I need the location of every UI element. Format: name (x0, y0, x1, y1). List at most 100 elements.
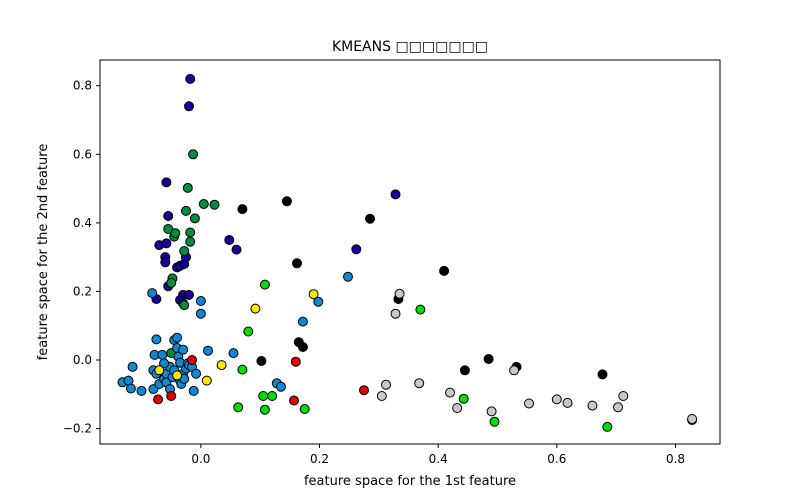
scatter-point (195, 296, 206, 306)
scatter-point (290, 356, 301, 367)
x-axis: 0.0 0.2 0.4 0.6 0.8 (191, 444, 685, 466)
scatter-point (351, 244, 362, 255)
scatter-point (292, 258, 302, 269)
scatter-point (147, 288, 158, 299)
scatter-point (170, 228, 181, 239)
scatter-point (365, 213, 375, 224)
y-tick-label: 0.6 (73, 147, 92, 161)
scatter-point (359, 385, 369, 396)
scatter-point (127, 361, 138, 372)
x-tick-label: 0.6 (547, 452, 566, 466)
scatter-point (297, 342, 308, 352)
scatter-point (160, 257, 171, 268)
scatter-point (231, 244, 242, 255)
scatter-point (390, 189, 401, 200)
points-layer (117, 73, 698, 432)
scatter-point (151, 334, 162, 345)
scatter-point (224, 235, 235, 245)
scatter-point (376, 391, 387, 401)
y-axis-label: feature space for the 2nd feature (36, 144, 51, 361)
y-tick-label: −0.2 (63, 422, 92, 436)
scatter-point (179, 300, 190, 311)
scatter-point (613, 402, 623, 413)
scatter-point (189, 213, 200, 224)
x-tick-label: 0.0 (191, 452, 210, 466)
scatter-point (489, 416, 500, 427)
scatter-point (185, 236, 196, 247)
scatter-point (228, 348, 239, 359)
scatter-point (458, 393, 469, 404)
scatter-point (166, 277, 177, 288)
scatter-point (179, 246, 190, 256)
y-tick-label: 0.8 (73, 79, 92, 93)
scatter-point (185, 73, 196, 84)
scatter-point (259, 279, 270, 290)
y-axis: −0.2 0.0 0.2 0.4 0.6 0.8 (63, 79, 100, 436)
scatter-point (281, 196, 292, 207)
scatter-point (313, 296, 324, 307)
scatter-point (195, 308, 206, 319)
scatter-point (343, 271, 353, 282)
scatter-point (414, 378, 425, 389)
scatter-point (159, 358, 170, 369)
scatter-point (181, 205, 191, 216)
scatter-point (184, 101, 194, 112)
scatter-point (524, 398, 534, 409)
chart-title: KMEANS □□□□□□□ (332, 39, 488, 55)
x-axis-label: feature space for the 1st feature (304, 474, 516, 489)
scatter-point (153, 394, 164, 405)
x-tick-label: 0.4 (429, 452, 448, 466)
scatter-point (198, 199, 209, 209)
scatter-point (237, 364, 248, 375)
scatter-point (233, 402, 244, 413)
y-tick-label: 0.2 (73, 284, 92, 298)
scatter-point (188, 149, 199, 160)
scatter-point (172, 370, 183, 381)
scatter-point (163, 211, 174, 221)
y-tick-label: 0.0 (73, 353, 92, 367)
scatter-point (237, 204, 248, 215)
scatter-point (562, 397, 573, 408)
scatter-point (483, 354, 494, 364)
scatter-point (687, 414, 698, 424)
scatter-point (415, 304, 426, 315)
scatter-point (203, 345, 213, 356)
scatter-point (191, 368, 202, 379)
scatter-point (308, 289, 319, 300)
scatter-point (394, 288, 405, 299)
scatter-point (618, 391, 629, 401)
y-tick-label: 0.4 (73, 216, 92, 230)
scatter-point (136, 385, 147, 396)
scatter-point (587, 400, 598, 411)
scatter-point (185, 227, 196, 238)
scatter-point (597, 369, 608, 380)
scatter-point (256, 356, 267, 366)
scatter-point (125, 383, 136, 394)
scatter-point (267, 391, 278, 401)
scatter-point (161, 238, 172, 249)
scatter-point (297, 316, 308, 327)
scatter-point (187, 355, 197, 365)
scatter-point (184, 289, 194, 300)
scatter-point (201, 375, 212, 386)
scatter-point (602, 421, 613, 432)
scatter-point (452, 403, 463, 413)
x-tick-label: 0.2 (310, 452, 329, 466)
scatter-point (182, 182, 193, 193)
scatter-point (459, 365, 470, 376)
scatter-point (188, 385, 199, 396)
scatter-point (259, 404, 270, 415)
scatter-point (289, 395, 299, 406)
scatter-point (166, 391, 177, 401)
scatter-point (445, 387, 455, 398)
scatter-point (157, 349, 168, 360)
scatter-point (178, 344, 189, 355)
x-tick-label: 0.8 (666, 452, 685, 466)
scatter-point (486, 406, 497, 417)
scatter-point (250, 303, 261, 314)
plot-frame (99, 59, 721, 445)
scatter-point (154, 365, 165, 376)
scatter-point (299, 404, 310, 414)
scatter-point (439, 265, 450, 276)
